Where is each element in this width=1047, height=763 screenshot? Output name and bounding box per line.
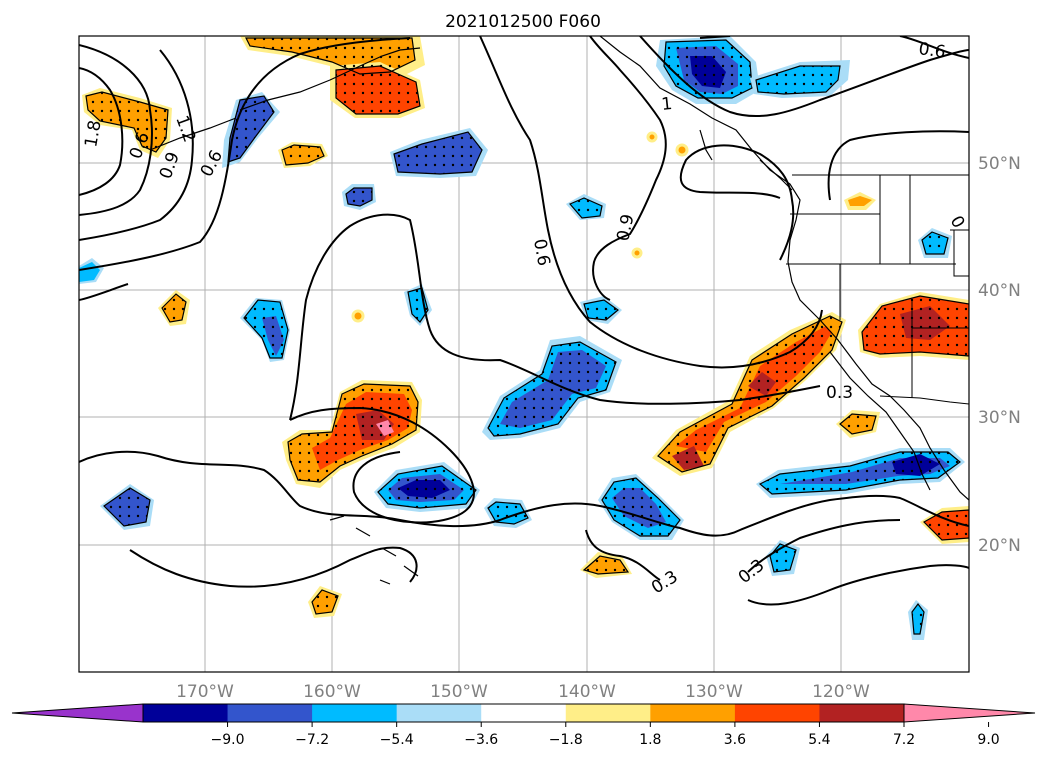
map-area: 0.6 1.8 1.2 0.9 0.6 0.9 0.6 1 0.6 0 0.3 … — [79, 36, 969, 672]
lon-label: 120°W — [812, 682, 870, 702]
colorbar-tick-label: −1.8 — [549, 732, 583, 748]
lon-label: 160°W — [303, 682, 361, 702]
contour-line — [899, 36, 969, 59]
colorbar-cell — [565, 704, 651, 722]
warm-spot — [675, 143, 689, 157]
colorbar: −9.0 −7.2 −5.4 −3.6 −1.8 1.8 3.6 5.4 7.2 9.0 — [11, 703, 1036, 748]
colorbar-tick-label: −3.6 — [464, 732, 498, 748]
contour-label: 0.3 — [826, 383, 853, 403]
anomaly-fields — [79, 36, 969, 640]
colorbar-tick-label: −7.2 — [295, 732, 329, 748]
colorbar-tick-label: 1.8 — [639, 732, 661, 748]
colorbar-cell — [396, 704, 482, 722]
lat-label: 30°N — [978, 408, 1021, 428]
longitude-labels: 170°W 160°W 150°W 140°W 130°W 120°W — [176, 682, 870, 702]
colorbar-tick-label: 3.6 — [724, 732, 746, 748]
colorbar-cell — [734, 704, 820, 722]
warm-spot — [351, 309, 365, 323]
lat-label: 20°N — [978, 536, 1021, 556]
contour-label: 1 — [660, 94, 673, 115]
lon-label: 140°W — [558, 682, 616, 702]
contour-line — [639, 36, 969, 118]
contour-line — [747, 519, 901, 573]
colorbar-frame — [142, 703, 905, 723]
latitude-labels: 50°N 40°N 30°N 20°N — [978, 154, 1021, 556]
lon-label: 170°W — [176, 682, 234, 702]
colorbar-extend-high — [903, 703, 1036, 723]
borders — [786, 174, 969, 405]
contour-label: 1.8 — [81, 119, 105, 149]
colorbar-tick-label: 9.0 — [977, 732, 999, 748]
contour-line — [289, 406, 475, 524]
colorbar-cell — [481, 704, 567, 722]
hawaii-islands — [329, 515, 419, 585]
colorbar-cell — [650, 704, 736, 722]
colorbar-cell — [819, 704, 905, 722]
contour-line — [679, 144, 795, 261]
contour-line — [79, 283, 129, 301]
alaska-coast — [239, 47, 421, 111]
state-border — [953, 230, 969, 277]
colorbar-cell — [312, 704, 398, 722]
lon-label: 150°W — [430, 682, 488, 702]
north-america-coast — [599, 36, 969, 501]
contours — [79, 36, 969, 606]
map-title: 2021012500 F060 — [445, 12, 601, 32]
contour-line — [585, 529, 661, 581]
colorbar-extend-low — [11, 703, 144, 723]
colorbar-cell — [227, 704, 313, 722]
contour-line — [747, 564, 969, 606]
contour-line — [79, 49, 194, 241]
contour-line — [79, 67, 124, 196]
contour-line — [79, 37, 411, 271]
contour-line — [129, 546, 418, 588]
colorbar-tick-label: −9.0 — [211, 732, 245, 748]
contour-label: 0.6 — [529, 237, 553, 267]
colorbar-tick-label: 5.4 — [808, 732, 830, 748]
warm-spot — [631, 247, 643, 259]
contour-line — [79, 44, 153, 216]
lat-label: 40°N — [978, 281, 1021, 301]
island-chain — [149, 117, 237, 151]
contour-label: 0.6 — [917, 39, 947, 63]
warm-anomaly-blob — [848, 196, 872, 206]
lon-label: 130°W — [685, 682, 743, 702]
colorbar-cell — [143, 704, 229, 722]
colorbar-tick-label: 7.2 — [893, 732, 915, 748]
baja-coast — [829, 351, 931, 491]
colorbar-tick-label: −5.4 — [380, 732, 414, 748]
contour-line — [589, 36, 667, 301]
contour-line — [79, 450, 969, 537]
haida-gwaii — [699, 129, 713, 161]
contour-line — [289, 213, 821, 421]
warm-spot — [646, 131, 658, 143]
contour-line — [479, 36, 823, 369]
lat-label: 50°N — [978, 154, 1021, 174]
us-mexico-border — [879, 395, 969, 405]
contour-line — [827, 130, 969, 201]
map-frame — [78, 35, 970, 673]
